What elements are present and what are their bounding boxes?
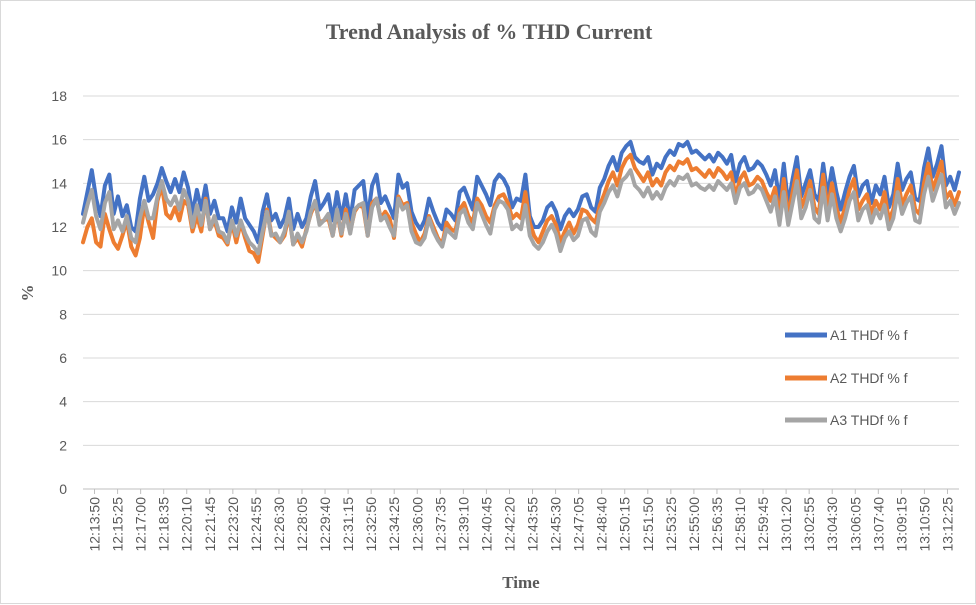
x-tick-label: 12:32:50 bbox=[363, 497, 379, 552]
x-tick-label: 12:28:05 bbox=[294, 497, 310, 552]
x-tick-label: 13:04:30 bbox=[824, 497, 840, 552]
legend-label-2: A2 THDf % f bbox=[830, 370, 908, 386]
chart-title: Trend Analysis of % THD Current bbox=[326, 19, 653, 44]
x-tick-label: 12:26:30 bbox=[271, 497, 287, 552]
legend-label-1: A1 THDf % f bbox=[830, 327, 908, 343]
series-lines bbox=[81, 139, 961, 264]
y-tick-label: 14 bbox=[51, 175, 67, 191]
x-tick-label: 13:09:15 bbox=[893, 497, 909, 552]
x-axis-title: Time bbox=[502, 573, 540, 592]
y-tick-label: 12 bbox=[51, 219, 67, 235]
x-tick-label: 12:29:40 bbox=[317, 497, 333, 552]
x-tick-label: 12:39:10 bbox=[455, 497, 471, 552]
y-tick-label: 8 bbox=[59, 306, 67, 322]
x-tick-label: 13:07:40 bbox=[870, 497, 886, 552]
x-tick-label: 12:45:30 bbox=[548, 497, 564, 552]
x-tick-label: 12:40:45 bbox=[478, 497, 494, 552]
gridlines bbox=[83, 95, 959, 490]
x-tick-label: 12:42:20 bbox=[501, 497, 517, 552]
x-tick-label: 12:43:55 bbox=[525, 497, 541, 552]
x-tick-label: 12:59:45 bbox=[755, 497, 771, 552]
x-tick-label: 12:34:25 bbox=[386, 497, 402, 552]
x-tick-label: 12:58:10 bbox=[732, 497, 748, 552]
x-tick-label: 13:02:55 bbox=[801, 497, 817, 552]
x-tick-label: 12:15:25 bbox=[110, 497, 126, 552]
x-tick-label: 12:24:55 bbox=[248, 497, 264, 552]
y-tick-label: 0 bbox=[59, 481, 67, 497]
x-tick-label: 12:21:45 bbox=[202, 497, 218, 552]
x-tick-label: 13:10:50 bbox=[916, 497, 932, 552]
x-tick-label: 12:56:35 bbox=[709, 497, 725, 552]
x-tick-label: 13:01:20 bbox=[778, 497, 794, 552]
series-line-3 bbox=[81, 168, 961, 256]
x-tick-label: 12:13:50 bbox=[87, 497, 103, 552]
x-tick-label: 12:48:40 bbox=[594, 497, 610, 552]
x-tick-label: 12:20:10 bbox=[179, 497, 195, 552]
y-tick-label: 6 bbox=[59, 350, 67, 366]
x-tick-label: 12:51:50 bbox=[640, 497, 656, 552]
x-tick-label: 12:50:15 bbox=[617, 497, 633, 552]
y-axis-title: % bbox=[18, 285, 37, 302]
x-tick-label: 12:18:35 bbox=[156, 497, 172, 552]
x-tick-label: 12:17:00 bbox=[133, 497, 149, 552]
x-tick-label: 12:23:20 bbox=[225, 497, 241, 552]
x-tick-label: 12:31:15 bbox=[340, 497, 356, 552]
x-tick-label: 12:55:00 bbox=[686, 497, 702, 552]
x-tick-label: 12:37:35 bbox=[432, 497, 448, 552]
series-line-1 bbox=[81, 139, 961, 245]
x-tick-label: 13:12:25 bbox=[939, 497, 955, 552]
x-tick-label: 12:36:00 bbox=[409, 497, 425, 552]
y-tick-label: 4 bbox=[59, 394, 67, 410]
legend-label-3: A3 THDf % f bbox=[830, 412, 908, 428]
y-tick-labels: 0 2 4 6 8 10 12 14 16 18 bbox=[51, 88, 67, 497]
x-tick-label: 13:06:05 bbox=[847, 497, 863, 552]
y-tick-label: 16 bbox=[51, 132, 67, 148]
x-tick-labels: 12:13:50 12:15:25 12:17:00 12:18:35 12:20:10… bbox=[87, 489, 955, 552]
y-tick-label: 10 bbox=[51, 263, 67, 279]
legend: A1 THDf % f A2 THDf % f A3 THDf % f bbox=[785, 327, 908, 428]
x-tick-label: 12:53:25 bbox=[663, 497, 679, 552]
y-tick-label: 2 bbox=[59, 437, 67, 453]
x-tick-label: 12:47:05 bbox=[571, 497, 587, 552]
y-tick-label: 18 bbox=[51, 88, 67, 104]
